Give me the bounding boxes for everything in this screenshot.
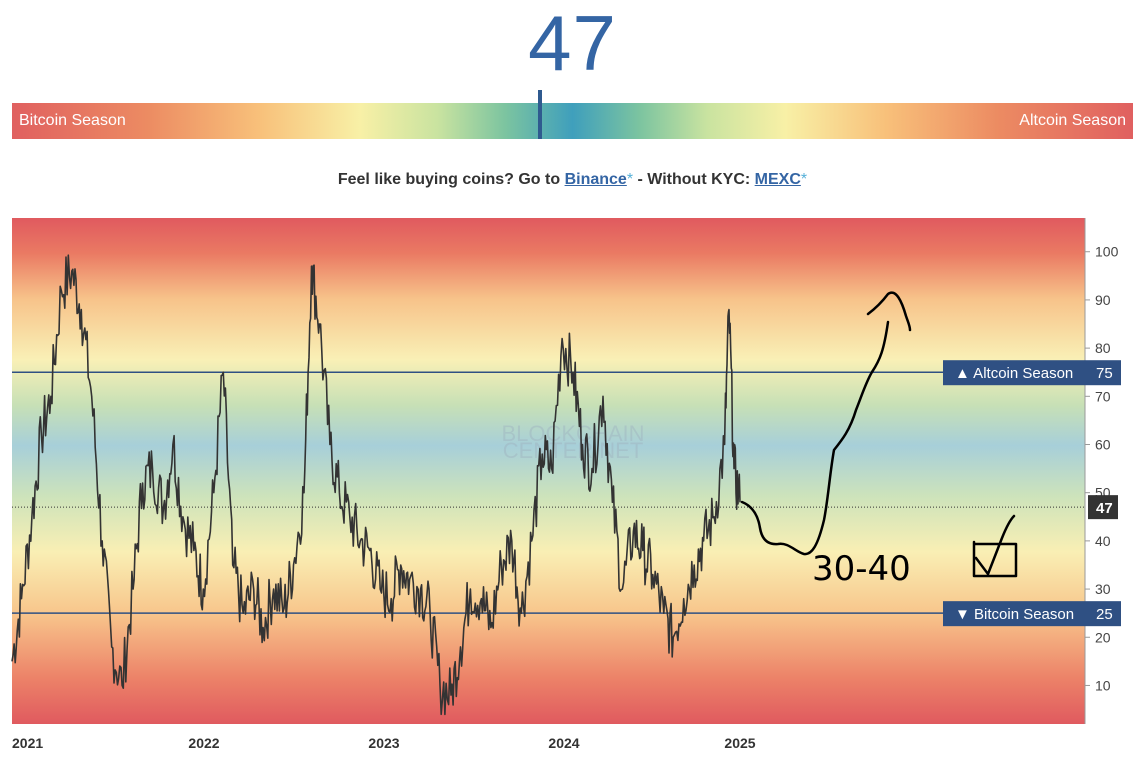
x-tick-label: 2023 [368,735,399,751]
threshold-label-box [943,360,1121,386]
y-tick-label: 20 [1095,629,1111,645]
y-tick-label: 70 [1095,388,1111,404]
gauge-marker [538,90,542,139]
watermark-line-2: CENTER.NET [503,438,644,463]
handdrawn-range-label: 30-40 [812,549,911,589]
y-tick-label: 90 [1095,292,1111,308]
binance-link[interactable]: Binance [564,171,627,188]
threshold-value: 25 [1096,606,1113,623]
x-tick-label: 2021 [12,735,43,751]
x-tick-label: 2024 [548,735,579,751]
handdrawn-checkbox [972,514,1018,578]
y-tick-label: 30 [1095,581,1111,597]
gauge-right-label: Altcoin Season [1019,112,1126,129]
mexc-link[interactable]: MEXC [754,171,801,188]
threshold-label: ▼ Bitcoin Season [955,606,1074,623]
index-line [11,254,741,716]
binance-star: * [626,171,634,188]
y-tick-label: 100 [1095,244,1119,260]
handdrawn-projection-curve [740,291,912,556]
y-tick-label: 80 [1095,340,1111,356]
y-tick-label: 10 [1095,677,1111,693]
x-tick-label: 2025 [724,735,755,751]
x-axis-ticks: 2021 2022 2023 2024 2025 [12,735,756,751]
threshold-label-box [943,601,1121,627]
y-tick-label: 40 [1095,533,1111,549]
x-tick-label: 2022 [188,735,219,751]
promo-middle: - Without KYC: [633,171,755,188]
mexc-star: * [800,171,808,188]
current-value-label: 47 [1096,500,1113,517]
season-gauge-bar: Bitcoin Season Altcoin Season [12,103,1133,139]
index-value: 47 [528,0,617,87]
handdrawn-annotation: 30-40 [740,291,1018,589]
watermark-line-1: BLOCKCHAIN [501,421,644,446]
threshold-lines: ▲ Altcoin Season 75 ▼ Bitcoin Season 25 47 [12,360,1121,627]
gauge-left-label: Bitcoin Season [19,112,126,129]
promo-prefix: Feel like buying coins? Go to [337,171,561,188]
y-tick-label: 60 [1095,436,1111,452]
threshold-label: ▲ Altcoin Season [955,365,1073,382]
current-value-badge [1088,495,1118,520]
index-series [11,254,741,716]
promo-line: Feel like buying coins? Go to Binance* -… [0,171,1145,189]
threshold-value: 75 [1096,365,1113,382]
